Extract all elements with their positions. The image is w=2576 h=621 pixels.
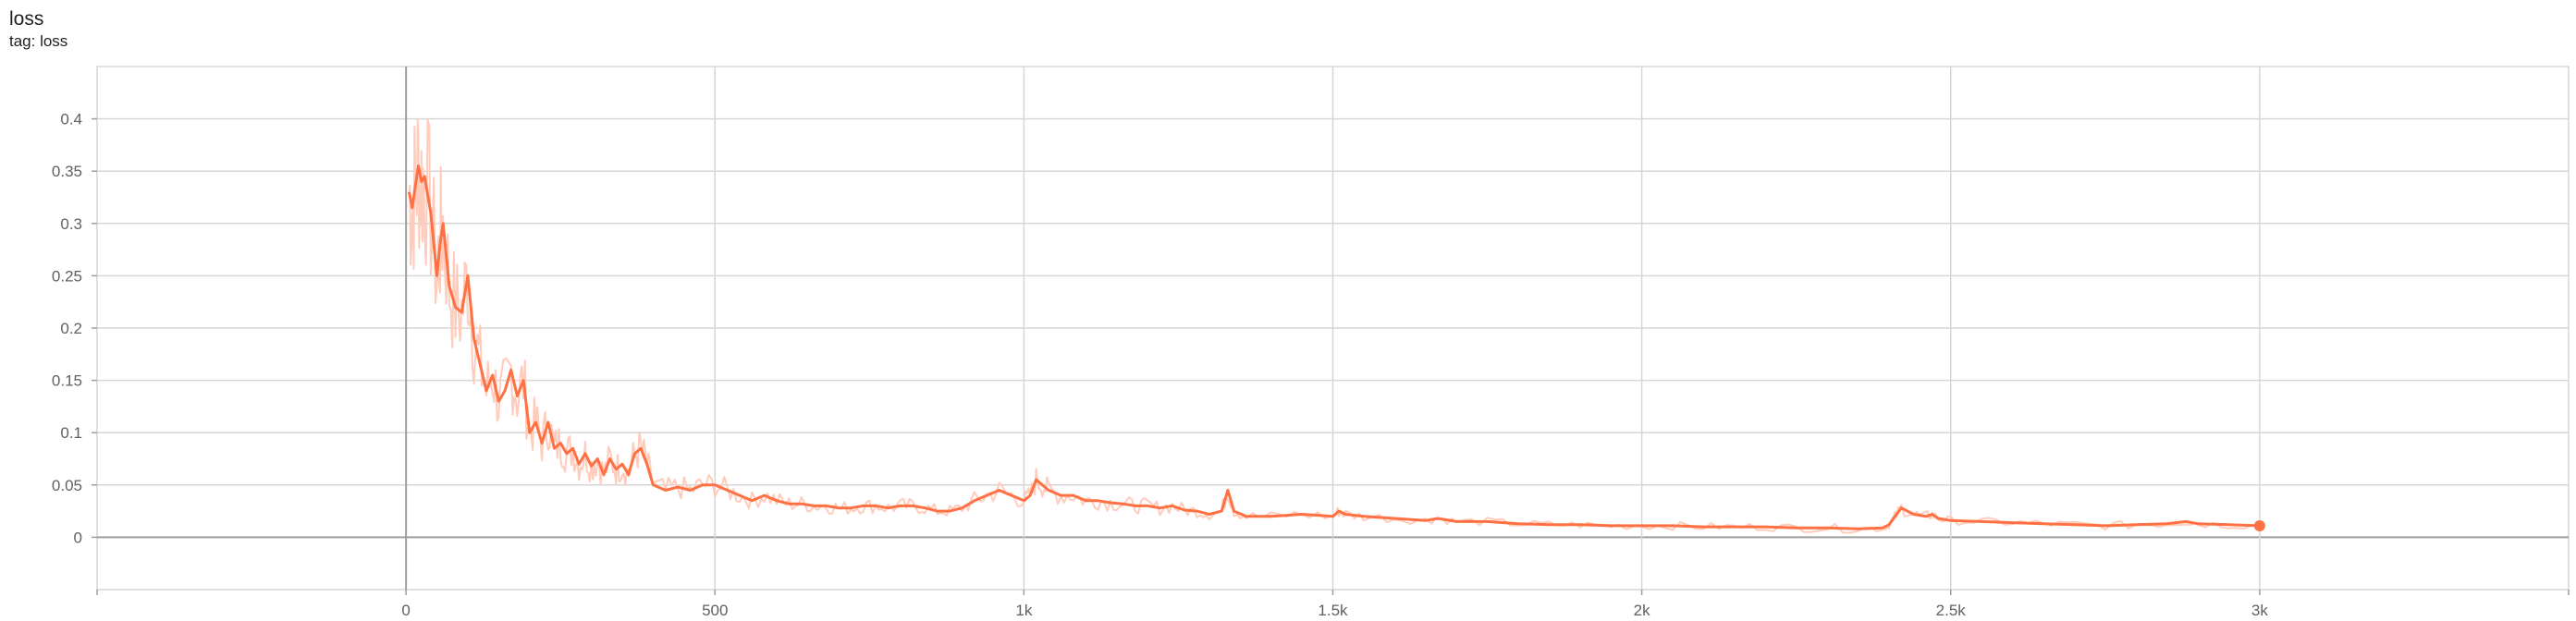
grid-lines [97,67,2569,590]
y-tick-label: 0.35 [52,163,82,180]
y-tick-label: 0.15 [52,372,82,390]
loss-series-line[interactable] [410,166,2260,530]
x-tick-label: 500 [702,602,728,619]
x-axis-ticks: 0 500 1k 1.5k 2k 2.5k 3k [97,590,2569,619]
x-tick-label: 3k [2251,602,2268,619]
x-tick-label: 1.5k [1318,602,1348,619]
series-layer [410,119,2265,532]
series-end-point[interactable] [2254,520,2265,531]
x-tick-label: 2.5k [1936,602,1967,619]
y-tick-label: 0.2 [60,320,82,337]
y-tick-label: 0.1 [60,424,82,442]
y-axis-ticks: 0 0.05 0.1 0.15 0.2 0.25 0.3 0.35 0.4 [52,111,97,547]
x-tick-label: 2k [1634,602,1650,619]
x-tick-label: 1k [1015,602,1032,619]
x-tick-label: 0 [401,602,410,619]
y-tick-label: 0.3 [60,215,82,233]
raw-series-line [410,119,2252,532]
y-tick-label: 0.4 [60,111,82,128]
y-tick-label: 0.05 [52,477,82,494]
y-tick-label: 0.25 [52,267,82,285]
y-tick-label: 0 [74,529,82,546]
